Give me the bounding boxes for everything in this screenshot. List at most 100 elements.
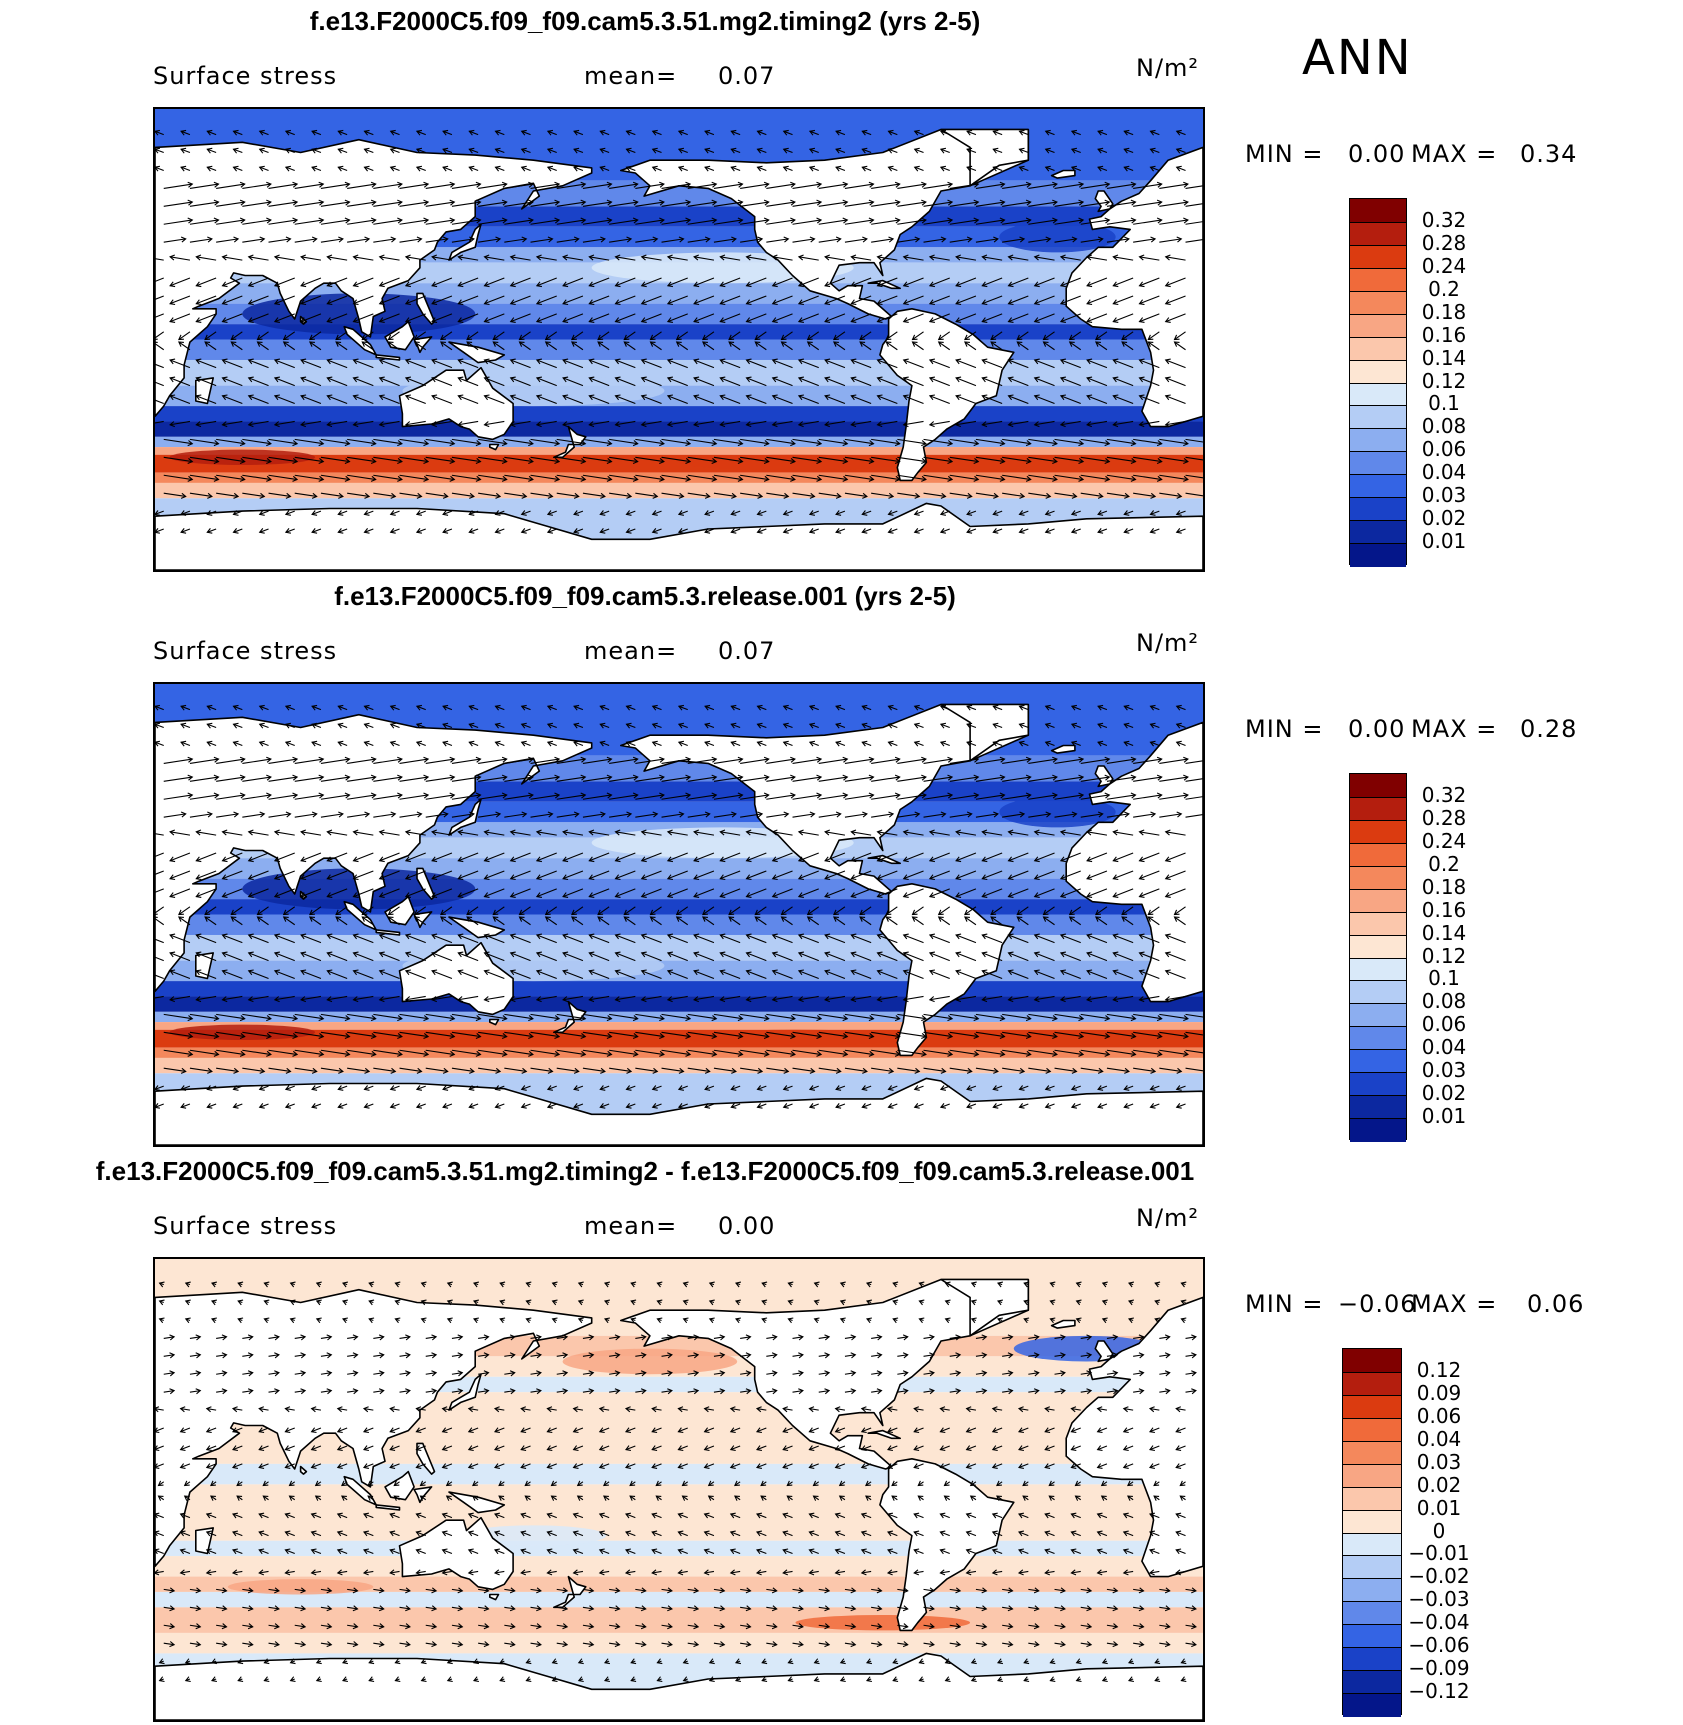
wind-vector: [582, 774, 613, 782]
wind-vector: [1185, 438, 1203, 443]
wind-vector: [155, 1085, 164, 1091]
wind-vector: [609, 774, 639, 782]
wind-vector: [337, 165, 348, 172]
colorbar-swatch: [1343, 1670, 1401, 1695]
wind-vector: [1002, 1013, 1032, 1022]
wind-vector: [1106, 181, 1137, 189]
wind-vector: [556, 181, 587, 189]
wind-vector: [163, 199, 194, 207]
wind-vector: [530, 1067, 554, 1074]
wind-vector: [651, 510, 662, 516]
wind-vector: [180, 740, 191, 747]
wind-vector: [745, 376, 767, 387]
wind-vector: [294, 1067, 318, 1074]
wind-vector: [833, 916, 846, 926]
wind-vector: [415, 740, 426, 747]
wind-vector: [546, 1085, 557, 1091]
wind-vector: [1149, 147, 1160, 154]
wind-vector: [347, 1049, 377, 1057]
wind-vector: [792, 181, 823, 189]
wind-vector: [221, 420, 243, 428]
wind-vector: [955, 394, 977, 405]
wind-vector: [189, 199, 220, 207]
wind-vector: [766, 1013, 796, 1022]
wind-vector: [949, 456, 980, 465]
wind-vector: [347, 456, 377, 465]
land-outline: [155, 502, 1203, 570]
wind-vector: [844, 199, 875, 207]
wind-vector: [232, 129, 243, 136]
wind-vector: [163, 181, 194, 189]
wind-vector: [939, 528, 950, 534]
wind-vector: [468, 129, 479, 136]
wind-vector: [955, 995, 977, 1003]
wind-vector: [373, 236, 397, 243]
wind-vector: [818, 217, 849, 225]
colorbar-swatch: [1350, 543, 1406, 567]
colorbar-tick-label: 0.09: [1416, 1380, 1462, 1405]
wind-vector: [504, 756, 534, 764]
wind-vector: [844, 811, 868, 818]
wind-vector: [728, 341, 741, 351]
wind-vector: [923, 456, 954, 465]
wind-vector: [468, 147, 479, 154]
wind-vector: [232, 528, 243, 534]
wind-vector: [850, 295, 872, 306]
wind-vector: [242, 456, 272, 465]
wind-vector: [766, 1031, 796, 1040]
wind-vector: [204, 331, 217, 341]
wind-vector: [184, 1281, 191, 1288]
wind-vector: [230, 341, 243, 351]
wind-vector: [897, 756, 927, 764]
wind-vector: [347, 438, 377, 447]
wind-vector: [656, 1281, 663, 1288]
wind-vector: [378, 376, 400, 387]
wind-vector: [155, 420, 164, 424]
wind-vector: [273, 995, 295, 1003]
colorbar-swatch: [1350, 1003, 1406, 1028]
wind-vector: [404, 995, 426, 1003]
colorbar-swatch: [1350, 313, 1406, 338]
colorbar-swatch: [1350, 382, 1406, 407]
wind-vector: [431, 254, 453, 261]
mean-value: 0.07: [718, 637, 776, 665]
wind-vector: [824, 394, 846, 405]
colorbar: [1349, 773, 1407, 1142]
wind-vector: [1133, 492, 1157, 499]
wind-vector: [189, 1013, 220, 1022]
wind-vector: [556, 792, 587, 800]
wind-vector: [242, 474, 272, 482]
wind-vector: [195, 951, 217, 962]
wind-vector: [211, 1281, 218, 1288]
wind-vector: [797, 376, 819, 387]
wind-vector: [635, 811, 659, 818]
wind-vector: [640, 376, 662, 387]
wind-vector: [949, 1013, 980, 1022]
wind-vector: [230, 916, 243, 926]
wind-vector: [651, 528, 662, 534]
contour-band: [155, 996, 1203, 1012]
wind-vector: [1147, 906, 1160, 916]
wind-vector: [1028, 181, 1058, 189]
wind-vector: [728, 916, 741, 926]
wind-vector: [928, 888, 950, 898]
wind-vector: [320, 199, 351, 207]
wind-vector: [1080, 792, 1111, 800]
wind-vector: [155, 363, 164, 369]
wind-vector: [573, 147, 584, 154]
wind-vector: [850, 358, 872, 369]
wind-vector: [556, 1049, 587, 1057]
max-value: 0.06: [1527, 1290, 1585, 1318]
wind-vector: [949, 1067, 973, 1074]
wind-vector: [730, 1103, 741, 1109]
wind-vector: [693, 277, 715, 288]
colorbar-swatch: [1350, 474, 1406, 499]
wind-vector: [833, 906, 846, 916]
wind-vector: [730, 704, 741, 711]
wind-vector: [1059, 376, 1081, 387]
wind-vector: [1044, 528, 1055, 534]
wind-vector: [780, 341, 793, 351]
wind-vector: [232, 165, 243, 172]
wind-vector: [861, 740, 872, 747]
wind-vector: [992, 129, 1003, 136]
